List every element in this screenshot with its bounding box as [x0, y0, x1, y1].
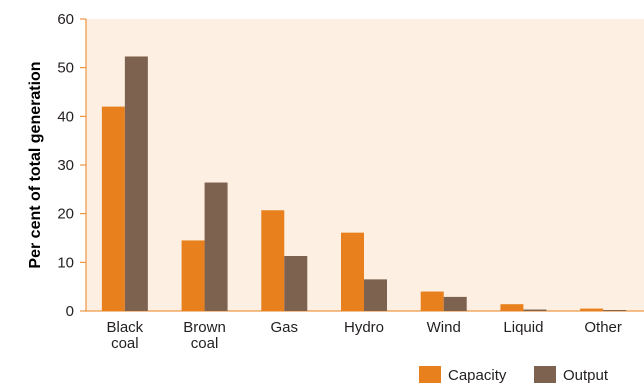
x-category-label-line: coal [111, 335, 139, 352]
bar-capacity-0 [101, 106, 125, 311]
x-category-label-line: Other [584, 319, 622, 336]
x-category-label-line: Hydro [344, 319, 384, 336]
bar-output-0 [124, 56, 148, 312]
bar-output-1 [204, 182, 228, 311]
bar-output-5 [523, 309, 547, 311]
bar-capacity-4 [420, 291, 444, 311]
x-category-label-line: Liquid [503, 319, 543, 336]
y-tick-label: 10 [57, 254, 74, 271]
x-category-label: Brown coal [183, 319, 226, 352]
bar-output-3 [364, 279, 387, 311]
x-category-label-line: Brown [183, 319, 226, 336]
x-category-label: Hydro [344, 319, 384, 336]
bar-capacity-1 [181, 240, 205, 311]
x-category-label: Wind [427, 319, 461, 336]
bar-output-4 [443, 296, 467, 311]
y-axis-ticks: 0 10 20 30 40 50 60 [57, 11, 86, 320]
x-category-label-line: Wind [427, 319, 461, 336]
plot-area [86, 19, 644, 311]
y-tick-label: 50 [57, 60, 74, 77]
x-category-label: Other [584, 319, 622, 336]
legend: Capacity Output [419, 366, 609, 383]
x-category-label-line: coal [191, 335, 219, 352]
bar-output-2 [284, 256, 308, 311]
y-tick-label: 30 [57, 157, 74, 174]
x-category-label-line: Gas [271, 319, 299, 336]
x-category-label-line: Black [107, 319, 144, 336]
bar-capacity-6 [580, 308, 604, 311]
bars-group [101, 56, 627, 312]
bar-capacity-5 [500, 304, 524, 311]
x-category-label: Liquid [503, 319, 543, 336]
y-tick-label: 0 [66, 303, 74, 320]
x-category-label: Gas [271, 319, 299, 336]
bar-capacity-2 [261, 210, 285, 311]
legend-swatch-output [534, 366, 556, 383]
y-tick-label: 20 [57, 206, 74, 223]
y-tick-label: 60 [57, 11, 74, 28]
legend-swatch-capacity [419, 366, 441, 383]
legend-label-output: Output [563, 367, 609, 383]
legend-label-capacity: Capacity [448, 367, 507, 383]
y-axis-title: Per cent of total generation [27, 61, 44, 268]
x-category-label: Black coal [107, 319, 144, 352]
bar-output-6 [603, 310, 627, 311]
bar-capacity-3 [341, 232, 364, 311]
y-tick-label: 40 [57, 108, 74, 125]
